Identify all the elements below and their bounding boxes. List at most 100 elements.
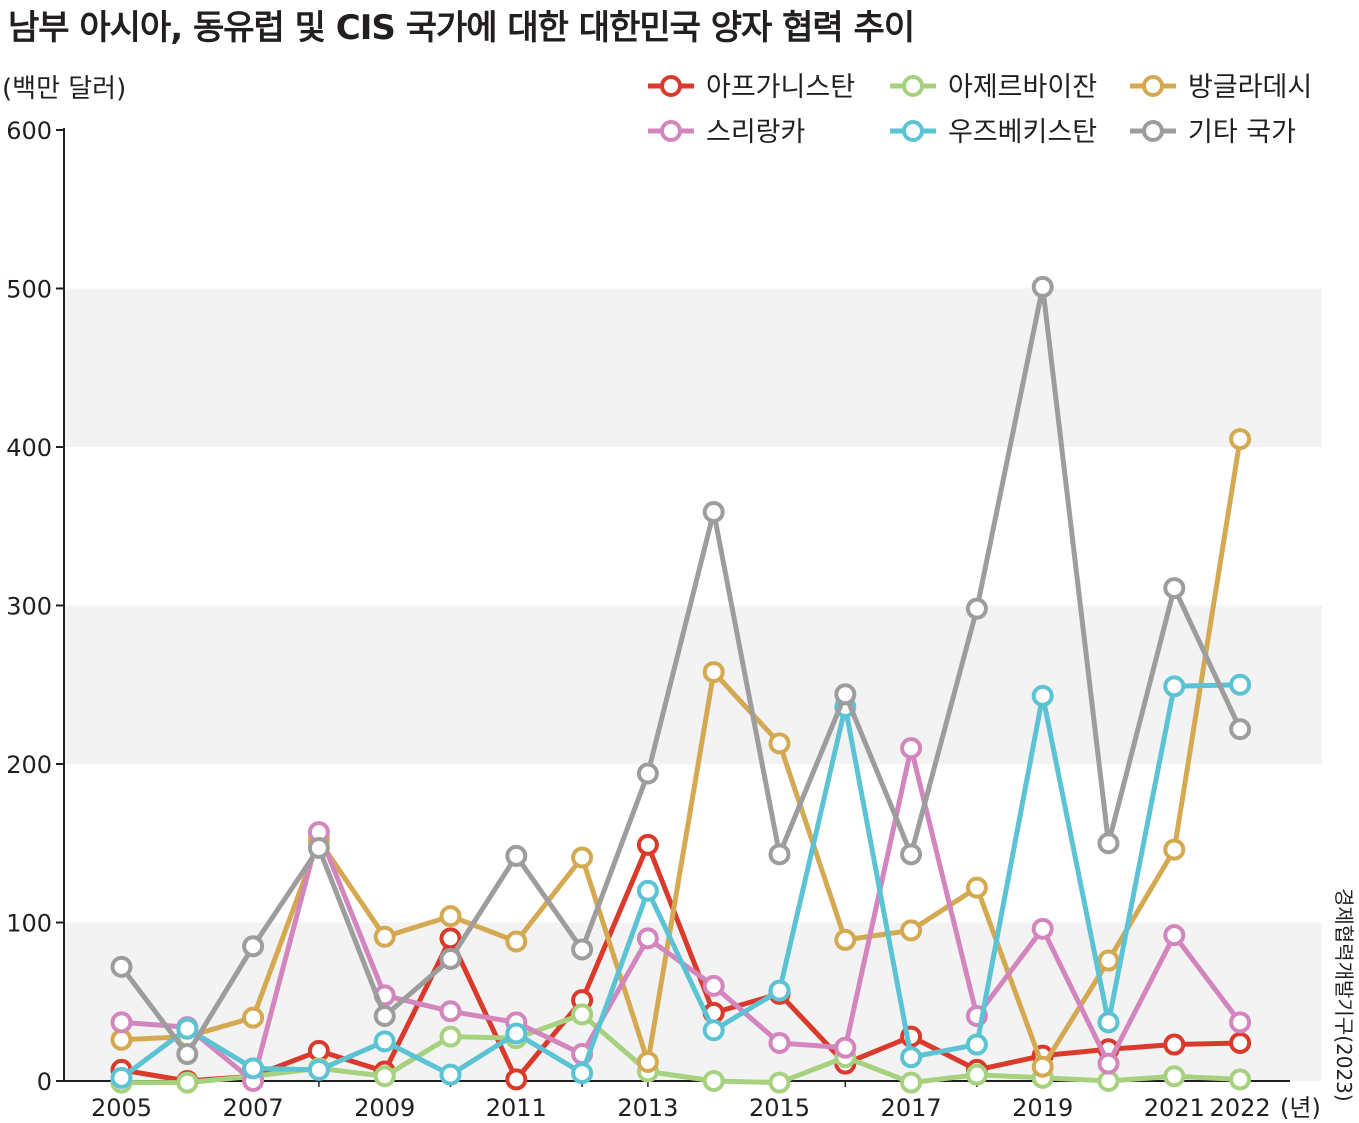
source-label: 경제협력개발기구(2023) (1332, 888, 1356, 1102)
legend-item: 방글라데시 (1130, 72, 1312, 103)
data-point (636, 833, 659, 856)
data-point (439, 927, 462, 950)
legend-item: 아제르바이잔 (890, 72, 1097, 103)
legend-swatch-marker (660, 75, 682, 97)
data-point (900, 737, 923, 760)
data-point (1163, 1065, 1186, 1088)
data-point (505, 1068, 528, 1091)
data-point (242, 1057, 265, 1080)
data-point (1097, 1070, 1120, 1092)
data-point (768, 979, 791, 1002)
data-point (702, 500, 725, 523)
data-point (571, 846, 594, 869)
data-point (1163, 838, 1186, 861)
legend-swatch-marker (660, 120, 682, 142)
data-point (307, 837, 330, 860)
data-point (242, 935, 265, 958)
data-point (768, 732, 791, 755)
data-point (176, 1071, 199, 1094)
data-point (965, 1033, 988, 1056)
data-point (373, 1065, 396, 1088)
data-point (110, 1066, 133, 1089)
data-point (439, 1000, 462, 1023)
data-point (900, 843, 923, 866)
legend-swatch-marker (1142, 75, 1164, 97)
x-tick-label: 2013 (617, 1094, 678, 1122)
data-point (1229, 1068, 1252, 1091)
x-tick-label: 2007 (223, 1094, 284, 1122)
data-point (702, 1019, 725, 1042)
data-point (307, 1039, 330, 1062)
data-point (307, 1058, 330, 1081)
x-axis-unit-label: (년) (1280, 1094, 1321, 1122)
data-point (373, 925, 396, 948)
legend-swatch-marker (902, 120, 924, 142)
x-tick-label: 2019 (1012, 1094, 1073, 1122)
data-point (373, 1030, 396, 1053)
data-point (965, 1063, 988, 1086)
series-6 (110, 275, 1252, 1066)
legend-label: 아제르바이잔 (948, 72, 1097, 103)
y-tick-label: 0 (37, 1068, 52, 1096)
data-point (110, 1028, 133, 1051)
data-point (176, 1017, 199, 1040)
data-point (505, 844, 528, 867)
data-point (636, 1050, 659, 1073)
data-point (439, 905, 462, 928)
x-tick-label: 2005 (91, 1094, 152, 1122)
data-point (965, 876, 988, 899)
grid-band (64, 288, 1322, 447)
data-point (900, 1046, 923, 1069)
series-5 (110, 673, 1252, 1089)
legend-item: 우즈베키스탄 (890, 117, 1097, 148)
y-tick-label: 400 (6, 434, 52, 462)
data-point (571, 1003, 594, 1026)
legend-label: 스리랑카 (706, 117, 805, 148)
data-point (900, 1071, 923, 1094)
data-point (571, 938, 594, 961)
data-point (1031, 275, 1054, 298)
data-point (702, 974, 725, 997)
data-point (439, 1025, 462, 1048)
x-tick-label: 2015 (749, 1094, 810, 1122)
data-point (1163, 577, 1186, 600)
data-point (505, 930, 528, 953)
y-tick-label: 200 (6, 751, 52, 779)
legend-label: 아프가니스탄 (706, 72, 855, 103)
series-lines (110, 275, 1252, 1094)
data-point (1163, 924, 1186, 947)
data-point (702, 1070, 725, 1092)
data-point (1097, 1011, 1120, 1034)
x-tick-label: 2009 (354, 1094, 415, 1122)
data-point (1031, 684, 1054, 707)
data-point (1097, 832, 1120, 855)
legend-label: 기타 국가 (1188, 117, 1296, 148)
data-point (834, 928, 857, 951)
legend-swatch-marker (902, 75, 924, 97)
data-point (702, 661, 725, 684)
y-axis-unit-label: (백만 달러) (2, 74, 126, 104)
data-point (1163, 1033, 1186, 1056)
data-point (1229, 1031, 1252, 1054)
data-point (505, 1022, 528, 1045)
data-point (242, 1006, 265, 1029)
data-point (636, 762, 659, 785)
legend-swatch-marker (1142, 120, 1164, 142)
data-point (1229, 673, 1252, 696)
data-point (834, 683, 857, 706)
x-tick-label: 2022 (1210, 1094, 1271, 1122)
legend-item: 스리랑카 (648, 117, 805, 148)
data-point (900, 919, 923, 942)
data-point (1163, 675, 1186, 698)
x-tick-label: 2017 (881, 1094, 942, 1122)
data-point (1031, 917, 1054, 940)
data-point (965, 597, 988, 620)
data-point (110, 955, 133, 978)
data-point (636, 927, 659, 950)
y-ticks: 0 100 200 300 400 500 600 (6, 117, 64, 1096)
legend-label: 우즈베키스탄 (948, 117, 1097, 148)
data-point (373, 1005, 396, 1028)
legend-item: 아프가니스탄 (648, 72, 855, 103)
